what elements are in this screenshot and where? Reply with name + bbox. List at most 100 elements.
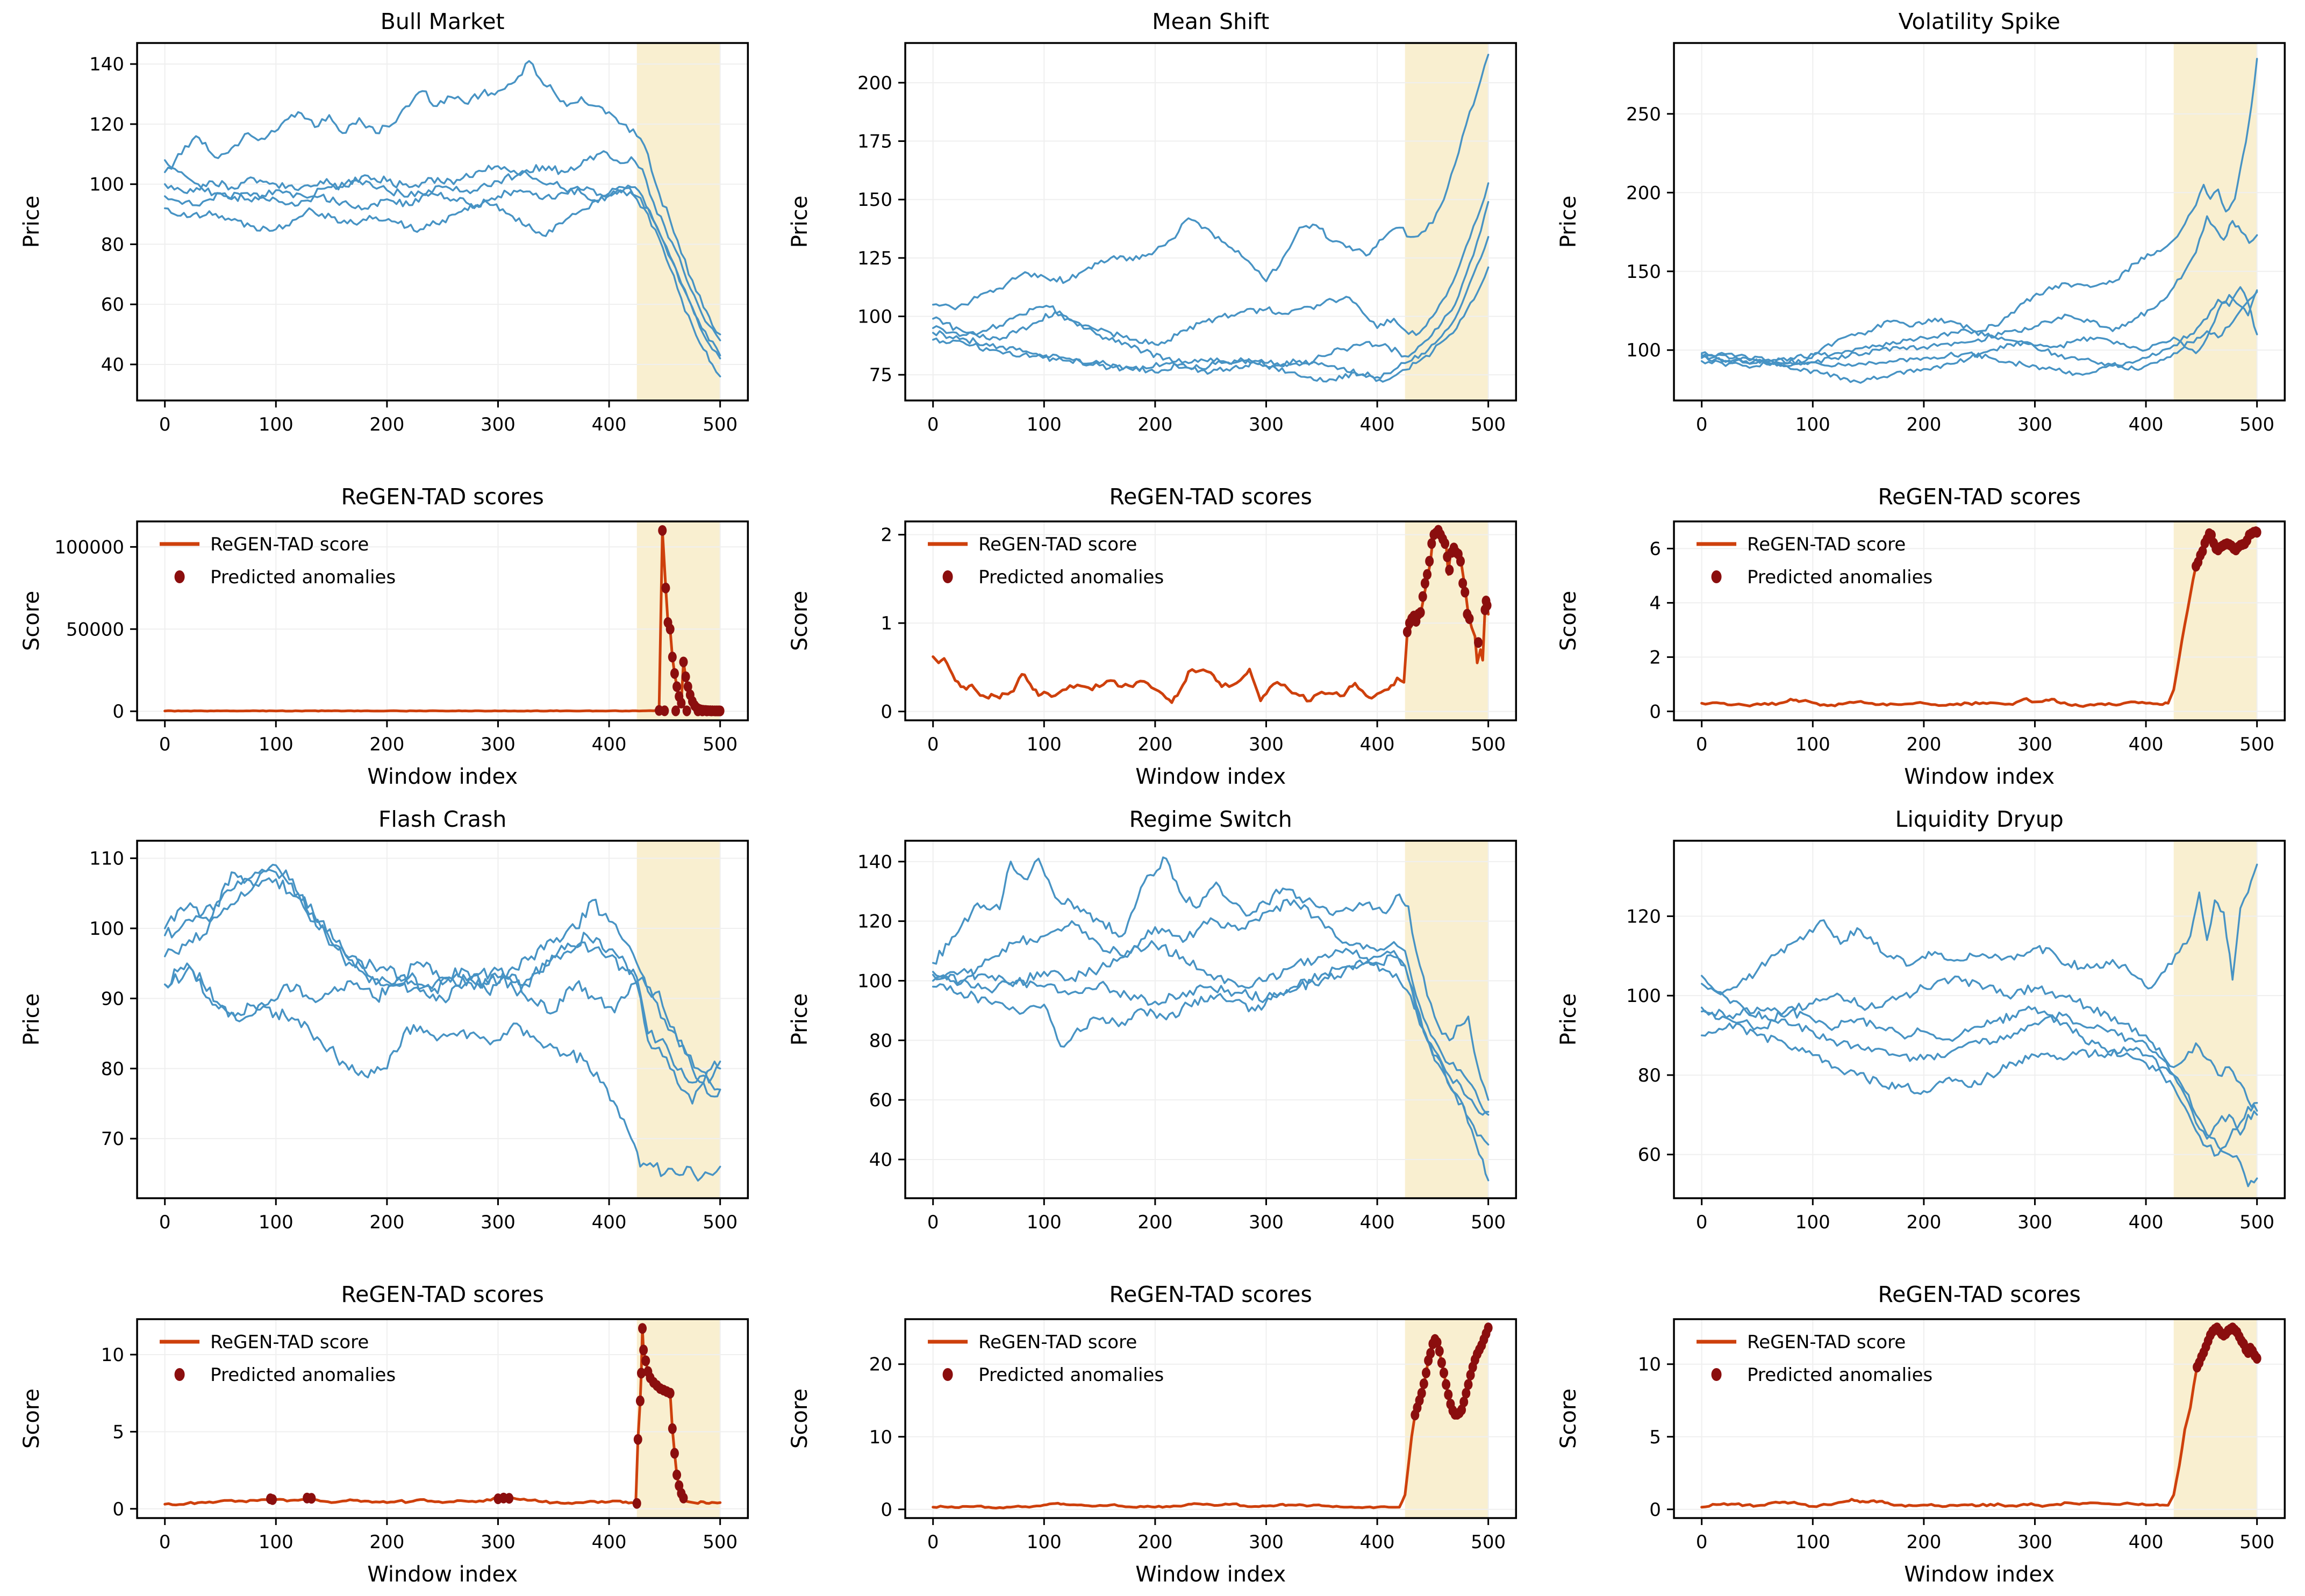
- price-series-line: [1700, 58, 2258, 365]
- plot-bull-market-scores: 0 100 200 300 400 500 0 50000 100000 ReGEN-TAD sc…: [19, 484, 749, 789]
- y-tick-label: 80: [101, 234, 124, 255]
- subplot-cell-volatility-spike-scores: 0 100 200 300 400 500 0 2 4 6 ReGEN-TAD scores Scor…: [1537, 441, 2305, 798]
- plot-title: ReGEN-TAD scores: [1109, 1282, 1312, 1307]
- tick-marks: [898, 1363, 1490, 1525]
- legend: ReGEN-TAD score Predicted anomalies: [160, 534, 396, 588]
- x-tick-label: 100: [259, 1531, 294, 1553]
- y-axis-label: Price: [788, 993, 812, 1046]
- y-tick-label: 2: [881, 525, 893, 546]
- y-tick-label: 40: [869, 1149, 892, 1171]
- tick-marks: [1666, 915, 2258, 1205]
- legend-dot-label: Predicted anomalies: [978, 1364, 1164, 1386]
- tick-labels: 0 100 200 300 400 500 0 2 4 6: [1649, 538, 2274, 755]
- y-axis-label: Score: [19, 1389, 44, 1449]
- x-tick-label: 0: [159, 734, 171, 755]
- y-axis-label: Score: [1556, 591, 1581, 651]
- y-tick-label: 125: [857, 248, 892, 269]
- anomaly-dots: [655, 525, 725, 717]
- anomaly-dots: [2192, 1322, 2261, 1373]
- tick-labels: 0 100 200 300 400 500 100 150 200 250: [1626, 104, 2274, 435]
- y-tick-label: 10: [101, 1344, 124, 1366]
- x-tick-label: 400: [592, 734, 627, 755]
- x-tick-label: 400: [1360, 734, 1395, 755]
- x-tick-label: 100: [1027, 1212, 1062, 1233]
- x-tick-label: 500: [703, 1212, 738, 1233]
- axes-spines: [904, 42, 1517, 402]
- y-tick-label: 120: [89, 114, 124, 135]
- tick-labels: 0 100 200 300 400 500 60 80 100 120: [1626, 906, 2274, 1233]
- legend-line-label: ReGEN-TAD score: [210, 534, 369, 555]
- score-line: [932, 528, 1490, 704]
- legend: ReGEN-TAD score Predicted anomalies: [928, 1332, 1164, 1386]
- x-tick-label: 300: [2017, 1212, 2052, 1233]
- anomaly-dots: [2191, 526, 2261, 572]
- y-tick-label: 5: [1649, 1427, 1661, 1448]
- tick-labels: 0 100 200 300 400 500 0 5 10: [101, 1344, 738, 1553]
- x-tick-label: 0: [927, 1212, 939, 1233]
- x-tick-label: 400: [2128, 414, 2163, 435]
- tick-labels: 0 100 200 300 400 500 70 80 90 100 110: [89, 848, 738, 1233]
- y-tick-label: 100: [1626, 340, 1661, 361]
- price-series-line: [932, 898, 1490, 1116]
- anomaly-band: [2173, 521, 2257, 720]
- x-tick-label: 300: [481, 1531, 516, 1553]
- x-tick-label: 0: [159, 1212, 171, 1233]
- x-tick-label: 100: [1795, 1212, 1830, 1233]
- axes-spines: [1672, 1318, 2286, 1519]
- legend-dot-label: Predicted anomalies: [1747, 1364, 1932, 1386]
- x-tick-label: 100: [259, 414, 294, 435]
- price-series-line: [932, 950, 1490, 1182]
- legend-dot-swatch: [942, 570, 953, 583]
- x-tick-label: 100: [1027, 1531, 1062, 1553]
- grid-lines: [1673, 841, 2285, 1198]
- y-tick-label: 100: [1626, 985, 1661, 1007]
- legend-dot-swatch: [942, 1368, 953, 1381]
- x-axis-label: Window index: [1904, 764, 2055, 789]
- y-tick-label: 5: [112, 1421, 124, 1443]
- plot-title: ReGEN-TAD scores: [341, 484, 544, 510]
- tick-labels: 0 100 200 300 400 500 40 60 80 100 120 140: [89, 54, 738, 435]
- subplot-cell-flash-crash: 0 100 200 300 400 500 70 80 90 100 110 Flash Crash P…: [0, 798, 768, 1239]
- tick-labels: 0 100 200 300 400 500 75 100 125 150 175 200: [857, 73, 1506, 435]
- tick-marks: [1666, 547, 2258, 727]
- x-tick-label: 400: [2128, 734, 2163, 755]
- y-tick-label: 100: [857, 306, 892, 328]
- tick-marks: [130, 63, 721, 407]
- legend-line-label: ReGEN-TAD score: [210, 1332, 369, 1353]
- x-tick-label: 300: [2017, 734, 2052, 755]
- x-tick-label: 500: [1471, 1212, 1506, 1233]
- legend-dot-label: Predicted anomalies: [210, 1364, 396, 1386]
- y-tick-label: 150: [1626, 261, 1661, 283]
- y-tick-label: 50000: [66, 619, 124, 640]
- x-tick-label: 400: [592, 414, 627, 435]
- tick-marks: [130, 546, 721, 727]
- legend-line-label: ReGEN-TAD score: [978, 1332, 1137, 1353]
- tick-marks: [1666, 1363, 2258, 1525]
- x-tick-label: 100: [1795, 734, 1830, 755]
- y-tick-label: 100: [89, 174, 124, 196]
- legend: ReGEN-TAD score Predicted anomalies: [160, 1332, 396, 1386]
- tick-labels: 0 100 200 300 400 500 0 50000 100000: [54, 536, 738, 755]
- price-series-line: [932, 961, 1490, 1146]
- x-tick-label: 0: [927, 734, 939, 755]
- y-tick-label: 100: [89, 918, 124, 940]
- legend-dot-swatch: [1711, 570, 1722, 583]
- x-axis-label: Window index: [367, 1562, 518, 1587]
- x-tick-label: 500: [1471, 414, 1506, 435]
- axes-spines: [136, 840, 749, 1199]
- x-tick-label: 400: [1360, 1212, 1395, 1233]
- x-tick-label: 500: [703, 1531, 738, 1553]
- y-tick-label: 0: [881, 1499, 893, 1521]
- score-line: [1700, 1326, 2258, 1509]
- axes-spines: [1672, 42, 2286, 402]
- x-tick-label: 400: [592, 1212, 627, 1233]
- x-tick-label: 100: [1795, 414, 1830, 435]
- price-series-line: [163, 185, 721, 360]
- x-tick-label: 500: [703, 734, 738, 755]
- price-series-line: [1700, 291, 2258, 371]
- x-tick-label: 0: [1696, 1212, 1708, 1233]
- plot-title: ReGEN-TAD scores: [1878, 1282, 2080, 1307]
- axes-spines: [904, 520, 1517, 721]
- plot-liquidity-dryup: 0 100 200 300 400 500 60 80 100 120 Liquidity Dryu…: [1556, 806, 2286, 1233]
